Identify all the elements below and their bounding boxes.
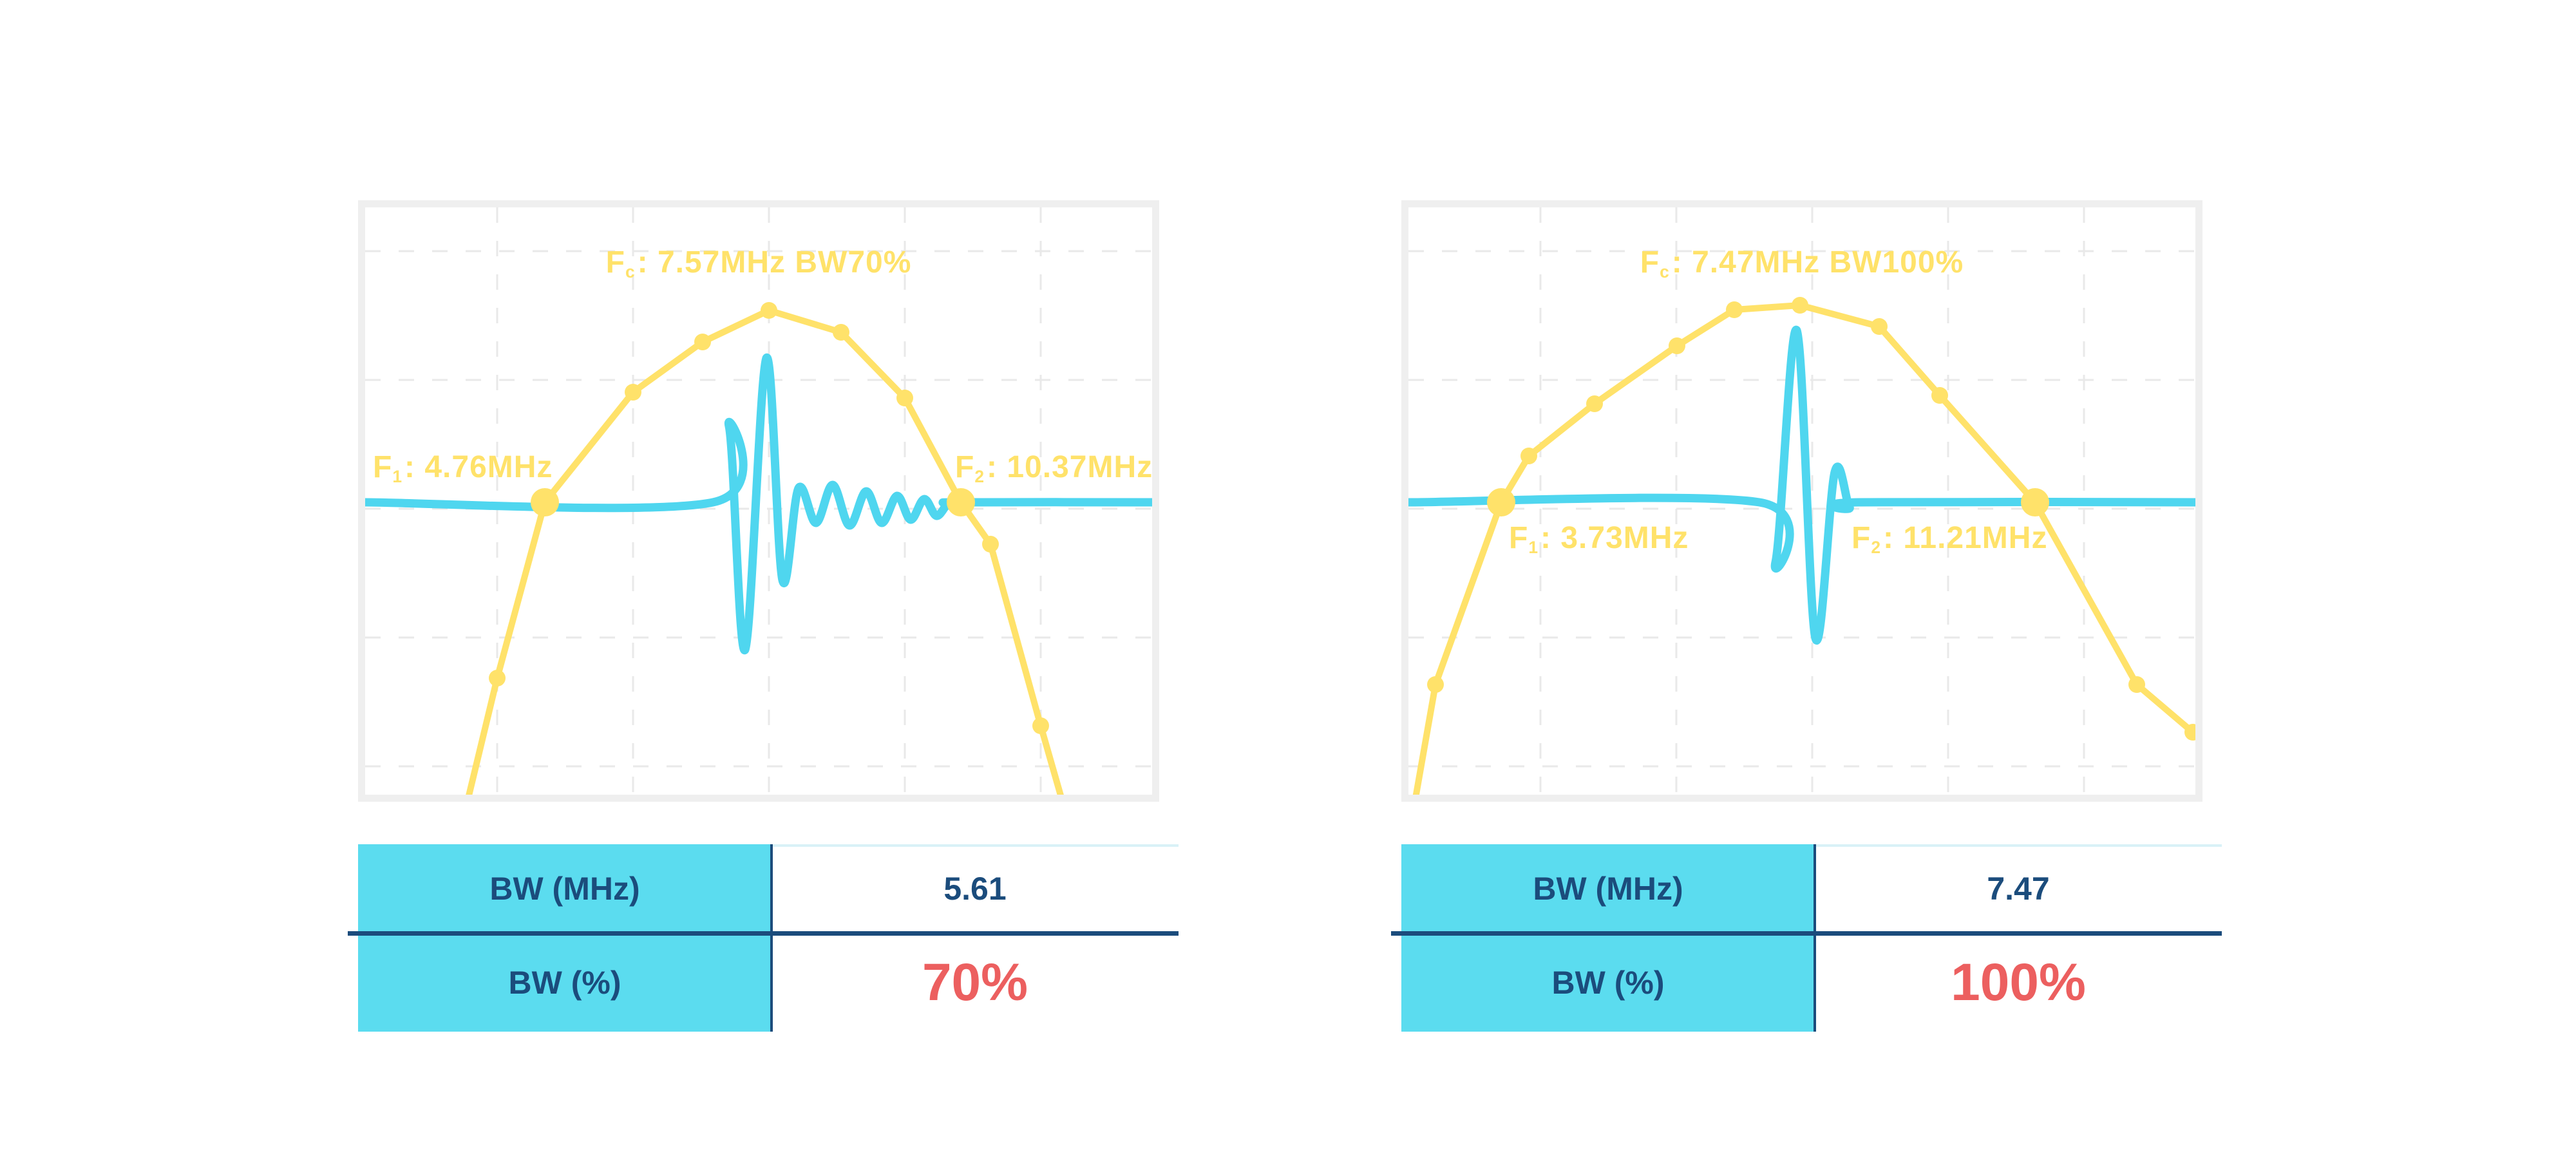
bw-pct-label-cell: BW (%) [358, 933, 772, 1032]
f2-annotation: F2: 10.37MHz [955, 449, 1153, 486]
f2-value-text: : 10.37MHz [987, 450, 1153, 484]
chart-canvas-100 [1408, 207, 2195, 795]
chart-canvas-70 [365, 207, 1152, 795]
f1-symbol: F [1509, 521, 1529, 555]
chart-frame-100: Fc: 7.47MHz BW100% F1: 3.73MHz F2: 11.21… [1401, 200, 2202, 802]
chart-frame-70: Fc: 7.57MHz BW70% F1: 4.76MHz F2: 10.37M… [358, 200, 1159, 802]
f2-annotation: F2: 11.21MHz [1852, 520, 2048, 557]
value-top-border-line [772, 844, 1179, 847]
value-top-border-line [1815, 844, 2222, 847]
bw-mhz-label-cell: BW (MHz) [358, 844, 772, 933]
f1-value-text: : 3.73MHz [1540, 521, 1689, 555]
bw-mhz-value-cell: 5.61 [772, 844, 1179, 933]
fc-value-text: : 7.47MHz BW100% [1671, 245, 1964, 279]
fc-symbol: F [605, 245, 625, 279]
fc-symbol: F [1640, 245, 1660, 279]
f1-annotation: F1: 4.76MHz [373, 449, 553, 486]
f1-subscript: 1 [392, 466, 403, 486]
bw-mhz-label-cell: BW (MHz) [1401, 844, 1815, 933]
bw-pct-value-cell: 100% [1815, 933, 2222, 1032]
bandwidth-table-70: BW (MHz) 5.61 BW (%) 70% [348, 844, 1179, 1032]
row-divider-line [348, 931, 1179, 936]
panel-bw100: Fc: 7.47MHz BW100% F1: 3.73MHz F2: 11.21… [1391, 200, 2239, 1063]
bw-pct-label-cell: BW (%) [1401, 933, 1815, 1032]
fc-value-text: : 7.57MHz BW70% [637, 245, 912, 279]
panel-bw70: Fc: 7.57MHz BW70% F1: 4.76MHz F2: 10.37M… [348, 200, 1195, 1063]
f2-subscript: 2 [1871, 537, 1882, 557]
center-frequency-annotation: Fc: 7.57MHz BW70% [605, 245, 912, 281]
bw-mhz-value-cell: 7.47 [1815, 844, 2222, 933]
bandwidth-table-100: BW (MHz) 7.47 BW (%) 100% [1391, 844, 2222, 1032]
f2-symbol: F [1852, 521, 1871, 555]
f1-value-text: : 4.76MHz [404, 450, 553, 484]
fc-subscript: c [625, 261, 636, 281]
row-divider-line [1391, 931, 2222, 936]
f1-annotation: F1: 3.73MHz [1509, 520, 1689, 557]
center-frequency-annotation: Fc: 7.47MHz BW100% [1640, 245, 1964, 281]
f1-subscript: 1 [1528, 537, 1539, 557]
bw-pct-value-cell: 70% [772, 933, 1179, 1032]
column-divider-line [770, 844, 773, 1032]
f2-symbol: F [955, 450, 975, 484]
f2-value-text: : 11.21MHz [1883, 521, 2048, 555]
column-divider-line [1814, 844, 1816, 1032]
f2-subscript: 2 [974, 466, 985, 486]
fc-subscript: c [1660, 261, 1670, 281]
f1-symbol: F [373, 450, 393, 484]
